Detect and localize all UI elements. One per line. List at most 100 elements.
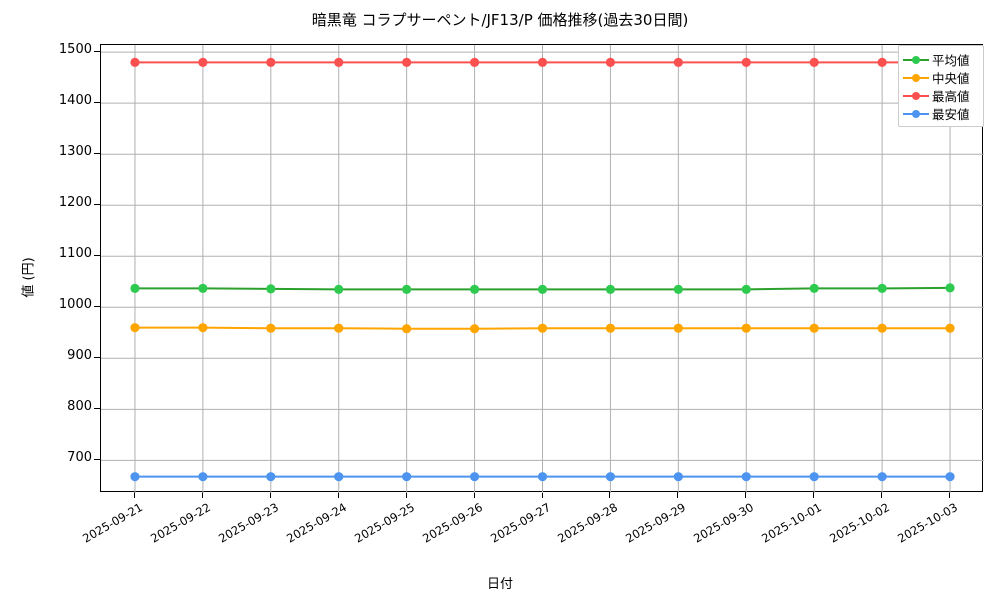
y-axis-tick-mark — [94, 51, 100, 53]
data-point-marker — [741, 472, 751, 482]
data-point-marker — [877, 472, 887, 482]
data-point-marker — [130, 57, 140, 67]
data-point-marker — [469, 472, 480, 482]
y-axis-tick-label: 900 — [67, 348, 92, 364]
data-point-marker — [945, 472, 955, 482]
y-axis-tick-mark — [94, 153, 100, 155]
y-axis-tick-label: 1400 — [58, 93, 92, 109]
y-axis-tick-mark — [94, 255, 100, 257]
x-axis-tick-mark — [677, 492, 679, 498]
data-point-marker — [809, 57, 819, 67]
y-axis-tick-mark — [94, 102, 100, 104]
y-axis-tick-mark — [94, 306, 100, 308]
data-point-marker — [537, 472, 548, 482]
x-axis-tick-mark — [745, 492, 747, 498]
data-point-marker — [605, 284, 616, 295]
legend-item-mean[interactable]: 平均値 — [903, 50, 978, 68]
data-point-marker — [605, 472, 616, 482]
data-point-marker — [809, 472, 819, 482]
x-axis-tick-mark — [541, 492, 543, 498]
x-axis-tick-mark — [133, 492, 135, 498]
data-point-marker — [741, 323, 751, 333]
y-axis-tick-label: 1200 — [58, 195, 92, 211]
data-point-marker — [198, 57, 208, 67]
legend-label-median: 中央値 — [932, 70, 970, 86]
data-point-marker — [266, 57, 276, 67]
data-point-marker — [809, 323, 819, 333]
data-point-marker — [809, 283, 819, 293]
data-point-marker — [130, 283, 140, 293]
legend-line-icon-max — [903, 89, 929, 101]
data-point-marker — [537, 284, 548, 295]
legend-line-icon-mean — [903, 53, 929, 65]
data-point-marker — [130, 323, 140, 333]
chart-legend: 平均値 中央値 最高値 最安値 — [898, 45, 984, 127]
data-point-marker — [673, 472, 683, 482]
data-point-marker — [469, 324, 480, 334]
x-axis-tick-mark — [405, 492, 407, 498]
data-point-marker — [402, 57, 412, 67]
legend-item-max[interactable]: 最高値 — [903, 86, 978, 104]
y-axis-tick-mark — [94, 357, 100, 359]
plot-area — [100, 44, 984, 493]
data-point-marker — [266, 472, 276, 482]
data-point-marker — [266, 323, 276, 333]
data-point-marker — [537, 323, 548, 333]
data-point-marker — [605, 323, 616, 333]
x-axis-tick-mark — [813, 492, 815, 498]
data-point-marker — [334, 57, 344, 67]
data-point-marker — [673, 284, 683, 295]
y-axis-tick-label: 1000 — [58, 297, 92, 313]
y-axis-tick-label: 1500 — [58, 42, 92, 58]
data-point-marker — [469, 284, 480, 295]
data-point-marker — [945, 283, 955, 293]
data-point-marker — [402, 284, 412, 295]
x-axis-tick-mark — [269, 492, 271, 498]
y-axis-label: 値 (円) — [21, 257, 37, 298]
x-axis-tick-mark — [337, 492, 339, 498]
data-point-marker — [266, 284, 276, 294]
data-point-marker — [469, 57, 480, 67]
legend-label-min: 最安値 — [932, 106, 970, 122]
chart-title: 暗黒竜 コラプサーペント/JF13/P 価格推移(過去30日間) — [311, 11, 689, 29]
x-axis-label: 日付 — [486, 577, 513, 592]
legend-item-median[interactable]: 中央値 — [903, 68, 978, 86]
data-point-marker — [130, 472, 140, 482]
x-axis-tick-mark — [609, 492, 611, 498]
data-point-marker — [198, 472, 208, 482]
data-point-marker — [198, 283, 208, 293]
data-point-marker — [402, 324, 412, 334]
x-axis-tick-mark — [201, 492, 203, 498]
data-point-marker — [334, 323, 344, 333]
legend-line-icon-median — [903, 71, 929, 83]
y-axis-tick-mark — [94, 459, 100, 461]
x-axis-tick-mark — [881, 492, 883, 498]
data-point-marker — [877, 323, 887, 333]
x-axis-tick-mark — [949, 492, 951, 498]
legend-line-icon-min — [903, 107, 929, 119]
legend-item-min[interactable]: 最安値 — [903, 104, 978, 122]
y-axis-tick-label: 800 — [67, 399, 92, 415]
y-axis-tick-mark — [94, 204, 100, 206]
data-point-marker — [673, 323, 683, 333]
y-axis-tick-label: 1300 — [58, 144, 92, 160]
data-point-marker — [877, 283, 887, 293]
plot-lines — [101, 45, 984, 493]
data-point-marker — [741, 57, 751, 67]
data-point-marker — [673, 57, 683, 67]
y-axis-tick-label: 1100 — [58, 246, 92, 262]
data-point-marker — [877, 57, 887, 67]
y-axis-tick-mark — [94, 408, 100, 410]
data-point-marker — [402, 472, 412, 482]
data-point-marker — [334, 472, 344, 482]
data-point-marker — [945, 323, 955, 333]
data-point-marker — [605, 57, 616, 67]
data-point-marker — [334, 284, 344, 295]
legend-label-mean: 平均値 — [932, 52, 970, 68]
legend-label-max: 最高値 — [932, 88, 970, 104]
data-point-marker — [198, 323, 208, 333]
data-point-marker — [537, 57, 548, 67]
data-point-marker — [741, 284, 751, 295]
x-axis-tick-mark — [473, 492, 475, 498]
